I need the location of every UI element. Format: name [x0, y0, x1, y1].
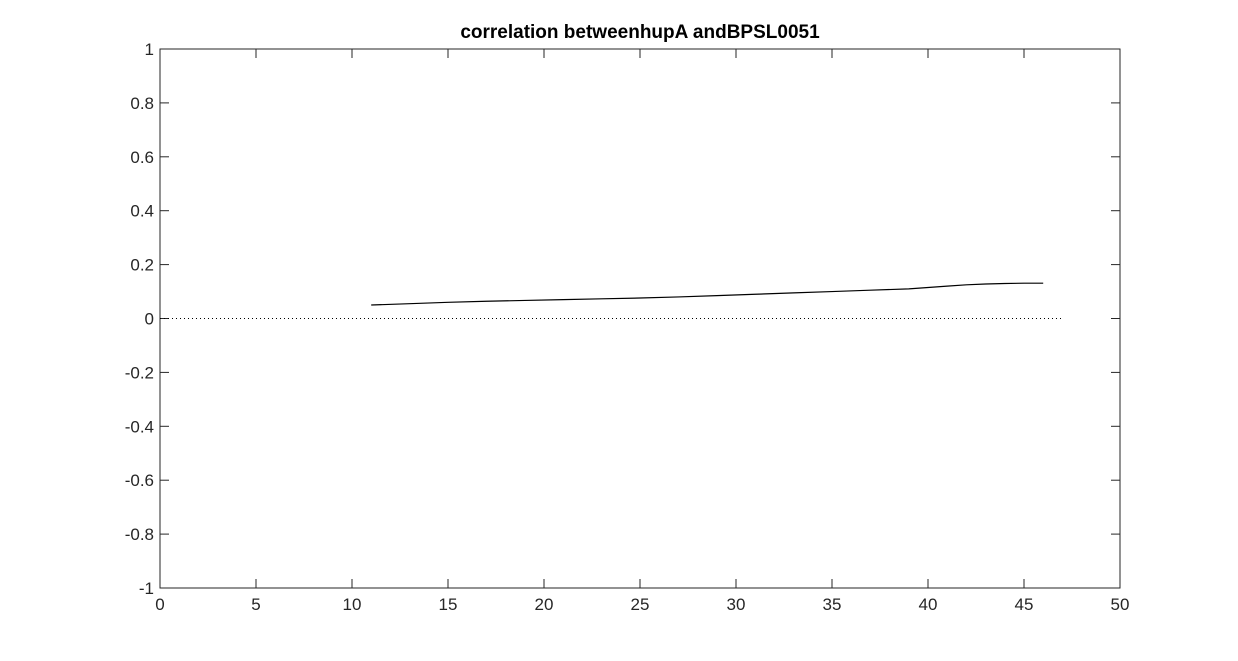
y-tick-label: 1 [145, 40, 154, 59]
y-tick-label: -0.4 [125, 417, 154, 436]
y-tick-label: -1 [139, 579, 154, 598]
x-tick-label: 0 [155, 595, 164, 614]
y-tick-label: -0.2 [125, 363, 154, 382]
x-tick-label: 45 [1015, 595, 1034, 614]
y-tick-label: 0.4 [130, 202, 154, 221]
x-tick-label: 20 [535, 595, 554, 614]
x-tick-label: 15 [439, 595, 458, 614]
x-tick-label: 50 [1111, 595, 1130, 614]
y-tick-label: 0.8 [130, 94, 154, 113]
y-tick-label: 0 [145, 310, 154, 329]
x-tick-label: 5 [251, 595, 260, 614]
x-tick-label: 25 [631, 595, 650, 614]
correlation-line [371, 282, 1044, 306]
y-tick-label: 0.2 [130, 256, 154, 275]
y-tick-label: -0.6 [125, 471, 154, 490]
y-tick-label: -0.8 [125, 525, 154, 544]
x-tick-label: 30 [727, 595, 746, 614]
x-tick-label: 10 [343, 595, 362, 614]
y-tick-label: 0.6 [130, 148, 154, 167]
x-tick-label: 35 [823, 595, 842, 614]
x-tick-label: 40 [919, 595, 938, 614]
chart-title: correlation betweenhupA andBPSL0051 [460, 22, 820, 43]
